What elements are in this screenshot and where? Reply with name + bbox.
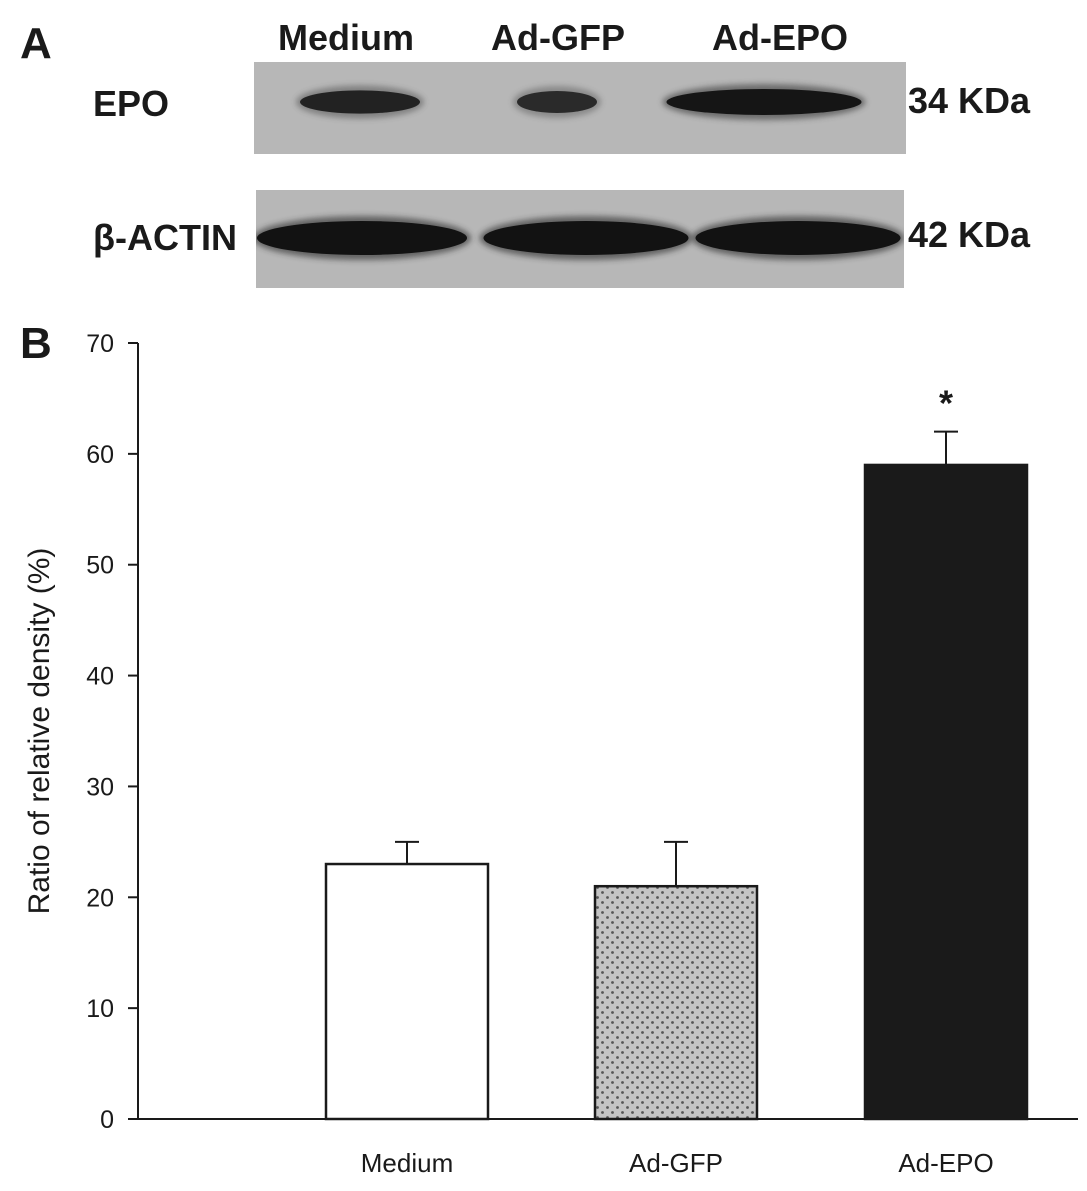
kda-label-actin: 42 KDa [908, 214, 1031, 255]
bar-ad-gfp [593, 884, 759, 1121]
kda-label-epo: 34 KDa [908, 80, 1031, 121]
actin-blot [253, 190, 905, 288]
actin-band-ad-epo [691, 216, 905, 260]
epo-band-svg [296, 84, 866, 120]
epo-band-medium [296, 85, 424, 119]
chart-labels: 0 10 20 30 40 50 60 70 Ratio of relative density… [23, 330, 994, 1178]
panel-a-label: A [20, 19, 52, 68]
panel-b-label: B [20, 319, 52, 368]
y-axis-title: Ratio of relative density (%) [23, 548, 56, 915]
y-tick-label-40: 40 [86, 663, 114, 691]
bar-medium [324, 862, 490, 1121]
chart-bars [324, 430, 1029, 1121]
bar-ad-epo [863, 463, 1029, 1121]
actin-bands [253, 216, 905, 260]
lane-label-medium: Medium [277, 17, 414, 58]
epo-band-ad-epo [662, 84, 866, 120]
y-tick-label-70: 70 [86, 330, 114, 358]
epo-bands [296, 84, 866, 120]
y-tick-label-60: 60 [86, 441, 114, 469]
lane-label-ad-gfp: Ad-GFP [491, 17, 625, 58]
actin-band-svg [253, 216, 905, 260]
epo-blot [254, 62, 906, 154]
y-tick-label-10: 10 [86, 995, 114, 1023]
y-tick-label-50: 50 [86, 552, 114, 580]
x-tick-label-ad-epo: Ad-EPO [898, 1148, 993, 1178]
blot-label-epo: EPO [93, 83, 170, 124]
y-tick-label-30: 30 [86, 773, 114, 801]
epo-band-ad-gfp [513, 86, 601, 118]
blot-label-beta-actin: β-ACTIN [93, 217, 237, 258]
y-tick-label-0: 0 [100, 1106, 114, 1134]
y-tick-label-20: 20 [86, 884, 114, 912]
lane-label-ad-epo: Ad-EPO [711, 17, 848, 58]
actin-band-medium [253, 216, 471, 260]
significance-marker-ad-epo: * [939, 383, 953, 424]
x-tick-label-medium: Medium [361, 1148, 453, 1178]
x-tick-label-ad-gfp: Ad-GFP [629, 1148, 723, 1178]
actin-band-ad-gfp [479, 216, 693, 260]
